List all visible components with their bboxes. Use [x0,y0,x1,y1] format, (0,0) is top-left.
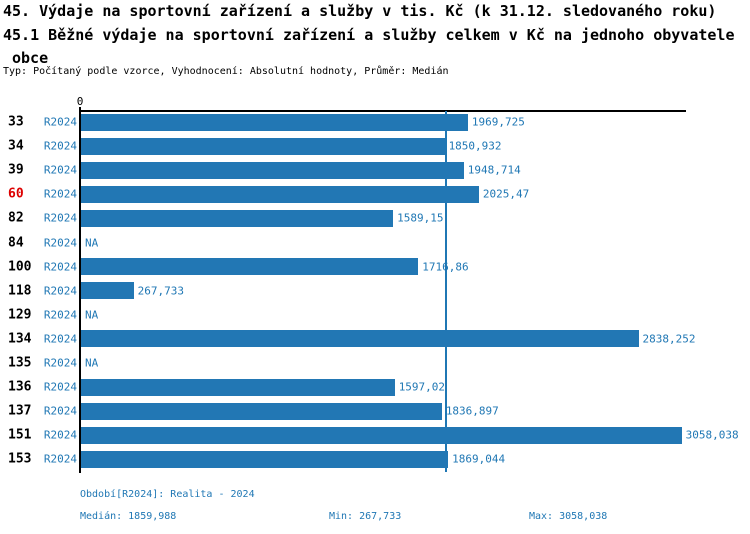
row-id: 118 [8,283,32,299]
row-id: 33 [8,114,24,130]
row-series-label: R2024 [43,308,77,322]
row-series-label: R2024 [43,284,77,298]
report-meta-line: Typ: Počítaný podle vzorce, Vyhodnocení:… [3,66,449,77]
row-series-label: R2024 [43,404,77,418]
bar-row: 153 R2024 1869,044 [0,447,750,471]
row-id: 135 [8,355,32,371]
bar [81,161,464,179]
bar [81,113,468,131]
row-id: 136 [8,379,32,395]
bar-row: 118 R2024 267,733 [0,279,750,303]
bar-row: 137 R2024 1836,897 [0,399,750,423]
bar-row: 60 R2024 2025,47 [0,182,750,206]
bar [81,402,442,420]
row-id: 151 [8,427,32,443]
row-series-label: R2024 [43,428,77,442]
row-series-label: R2024 [43,163,77,177]
median-line [445,111,448,472]
row-id: 84 [8,235,24,251]
bar-row: 135 R2024 NA [0,351,750,375]
bar [81,137,445,155]
row-series-label: R2024 [43,380,77,394]
bar-value-label: 2838,252 [642,332,696,346]
bar [81,378,395,396]
row-id: 82 [8,210,24,226]
bar [81,282,134,300]
bar [81,258,419,276]
bar-value-label: 1597,02 [398,380,446,394]
bar-value-label: NA [85,236,99,250]
bar-value-label: 267,733 [137,284,184,298]
bar-value-label: 1589,15 [397,211,444,225]
row-series-label: R2024 [43,452,77,466]
bar-value-label: 1836,897 [445,404,499,418]
min-label: Min: 267,733 [329,511,402,522]
row-id: 153 [8,451,32,467]
bar-value-label: 1969,725 [471,115,525,129]
bar-row: 136 R2024 1597,02 [0,375,750,399]
row-series-label: R2024 [43,332,77,346]
bar [81,426,682,444]
bar-row: 151 R2024 3058,038 [0,423,750,447]
bar-value-label: 3058,038 [685,428,739,442]
bar-value-label: 1948,714 [467,163,521,177]
axis-zero-label: 0 [76,95,84,108]
row-id: 134 [8,331,32,347]
row-id: 34 [8,138,24,154]
bar-row: 129 R2024 NA [0,303,750,327]
chart-rows: 33 R2024 1969,725 34 R2024 1850,932 39 R… [0,110,750,471]
row-id: 100 [8,259,32,275]
row-series-label: R2024 [43,211,77,225]
row-series-label: R2024 [43,260,77,274]
row-id: 60 [8,186,24,202]
bar-row: 84 R2024 NA [0,230,750,254]
bar-value-label: 1716,86 [422,260,469,274]
row-id: 39 [8,162,24,178]
value-axis-line [79,110,686,112]
bar [81,209,394,227]
bar [81,185,479,203]
row-series-label: R2024 [43,236,77,250]
row-series-label: R2024 [43,187,77,201]
row-id: 137 [8,403,32,419]
bar-row: 34 R2024 1850,932 [0,134,750,158]
period-label: Období[R2024]: Realita - 2024 [80,489,255,500]
bar-row: 100 R2024 1716,86 [0,255,750,279]
zero-baseline-axis [79,107,81,473]
bar-row: 39 R2024 1948,714 [0,158,750,182]
row-id: 129 [8,307,32,323]
bar [81,330,639,348]
median-label: Medián: 1859,988 [80,511,177,522]
bar-value-label: NA [85,308,99,322]
row-series-label: R2024 [43,356,77,370]
report-title-line1: 45. Výdaje na sportovní zařízení a služb… [3,2,717,20]
bar-value-label: 2025,47 [482,187,530,201]
report-title-line3: obce [12,49,49,67]
report-title-line2: 45.1 Běžné výdaje na sportovní zařízení … [3,25,735,44]
bar-value-label: 1869,044 [452,452,506,466]
bar [81,450,449,468]
row-series-label: R2024 [43,115,77,129]
row-series-label: R2024 [43,139,77,153]
bar-row: 134 R2024 2838,252 [0,327,750,351]
bar-value-label: 1850,932 [448,139,502,153]
bar-value-label: NA [85,356,99,370]
bar-row: 33 R2024 1969,725 [0,110,750,134]
max-label: Max: 3058,038 [529,511,608,522]
bar-row: 82 R2024 1589,15 [0,206,750,230]
